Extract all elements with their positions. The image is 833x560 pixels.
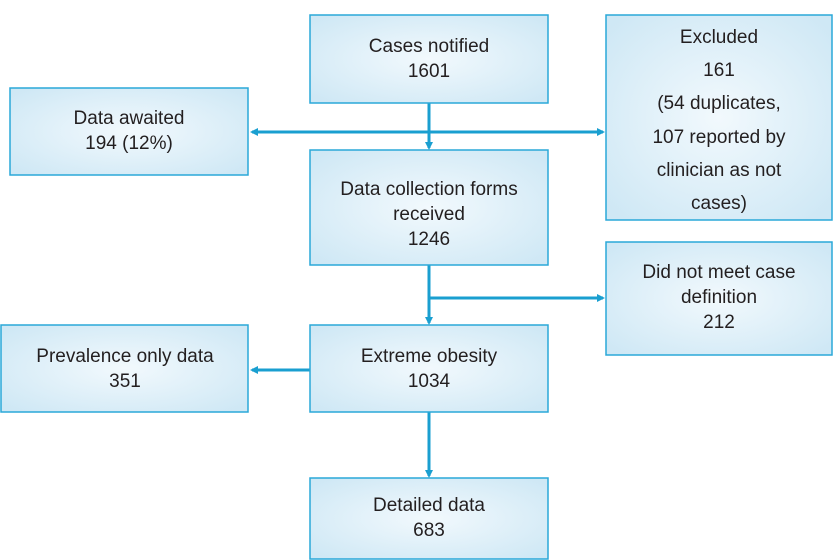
node-label: definition <box>681 287 757 308</box>
node-label: (54 duplicates, <box>657 93 781 114</box>
node-label: Cases notified <box>369 36 489 57</box>
node-label: received <box>393 204 465 225</box>
box <box>309 477 549 560</box>
connectors <box>250 103 605 478</box>
node-label: 107 reported by <box>652 127 786 148</box>
node-label: Data collection forms <box>340 179 517 200</box>
node-label: 351 <box>109 371 141 392</box>
box <box>309 149 549 266</box>
node-label: Did not meet case <box>642 262 795 283</box>
node-label: 212 <box>703 312 735 333</box>
node-label: Prevalence only data <box>36 346 214 367</box>
box <box>0 324 249 413</box>
node-label: Excluded <box>680 27 758 48</box>
box <box>309 14 549 104</box>
node-label: 1034 <box>408 371 451 392</box>
node-label: 194 (12%) <box>85 133 173 154</box>
node-label: 1601 <box>408 61 450 82</box>
node-label: Data awaited <box>74 108 185 129</box>
node-label: cases) <box>691 193 747 214</box>
node-label: Detailed data <box>373 495 485 516</box>
node-label: Extreme obesity <box>361 346 498 367</box>
box <box>605 241 833 356</box>
node-label: 1246 <box>408 229 450 250</box>
box <box>9 87 249 176</box>
node-label: 161 <box>703 60 735 81</box>
box <box>309 324 549 413</box>
box <box>605 14 833 221</box>
node-label: 683 <box>413 520 445 541</box>
node-label: clinician as not <box>657 160 782 181</box>
